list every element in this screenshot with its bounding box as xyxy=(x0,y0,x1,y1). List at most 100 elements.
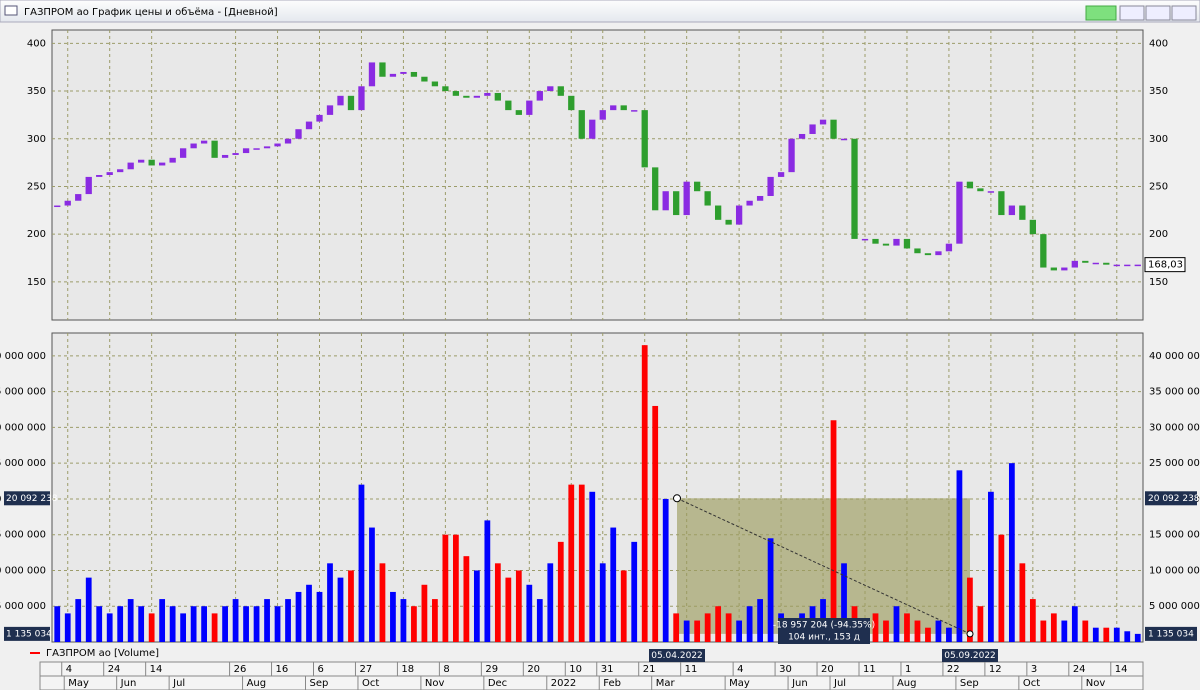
value-highlight xyxy=(1145,491,1197,506)
candle xyxy=(358,86,365,111)
volume-bar xyxy=(211,613,218,642)
volume-bar xyxy=(1113,627,1120,642)
candle xyxy=(746,200,753,206)
candle xyxy=(914,248,921,254)
volume-bar xyxy=(547,563,554,642)
candle xyxy=(316,114,323,122)
volume-bar xyxy=(641,345,648,642)
y-tick-label: 40 000 000 xyxy=(0,351,46,362)
volume-bar xyxy=(243,606,249,642)
link-button[interactable] xyxy=(1085,5,1117,21)
volume-bar xyxy=(568,484,575,642)
volume-bar xyxy=(757,599,763,642)
candle xyxy=(1103,262,1110,265)
month-label: Jul xyxy=(172,678,185,689)
volume-bar xyxy=(631,541,638,642)
day-label: 4 xyxy=(737,664,743,675)
value-highlight-label: 20 092 238 xyxy=(6,494,58,504)
candle xyxy=(966,181,974,189)
candle xyxy=(494,92,501,101)
close-button[interactable] xyxy=(1171,5,1197,21)
day-label: 20 xyxy=(527,664,540,675)
volume-bar xyxy=(578,484,585,642)
volume-bar xyxy=(232,599,239,642)
maximize-button[interactable] xyxy=(1145,5,1171,21)
candle xyxy=(232,153,239,155)
candle xyxy=(337,95,344,106)
measure-start xyxy=(673,494,681,503)
month-label: Aug xyxy=(247,678,267,689)
y-tick-label-right: 300 xyxy=(1149,134,1168,145)
candle xyxy=(284,138,292,144)
candle xyxy=(652,167,659,211)
candle xyxy=(589,119,596,139)
volume-bar xyxy=(1082,620,1089,642)
volume-bar xyxy=(106,613,113,642)
y-tick-label: 15 000 000 xyxy=(0,530,46,541)
volume-bar xyxy=(222,606,228,642)
volume-bar xyxy=(148,613,155,642)
candle xyxy=(1113,264,1120,267)
y-tick-label-right: 15 000 000 xyxy=(1149,530,1200,541)
y-tick-label-right: 10 000 000 xyxy=(1149,565,1200,576)
candle xyxy=(861,238,869,241)
volume-bar xyxy=(1124,631,1131,642)
candle xyxy=(159,162,166,166)
candle xyxy=(431,81,439,87)
date-highlight xyxy=(942,649,998,662)
candle xyxy=(872,238,879,244)
minimize-button[interactable] xyxy=(1119,5,1145,21)
candle xyxy=(515,110,522,115)
y-tick-label-right: 5 000 000 xyxy=(1149,601,1200,612)
day-label: 14 xyxy=(1115,664,1128,675)
candle xyxy=(798,133,806,139)
candle xyxy=(704,191,711,206)
measure-info-box xyxy=(778,618,870,644)
volume-bar xyxy=(946,627,952,642)
volume-bar xyxy=(746,606,753,642)
month-label: Nov xyxy=(1086,678,1106,689)
volume-bar xyxy=(127,599,134,642)
candle xyxy=(1040,234,1047,268)
candle xyxy=(179,148,187,158)
day-label: 24 xyxy=(1073,664,1086,675)
volume-bar xyxy=(683,620,690,642)
day-label: 29 xyxy=(485,664,498,675)
measure-span: 104 инт., 153 д xyxy=(788,633,860,643)
volume-bar xyxy=(904,613,910,642)
y-tick-label-right: 350 xyxy=(1149,86,1168,97)
candle xyxy=(75,194,82,201)
volume-bar xyxy=(589,491,596,642)
candle xyxy=(557,86,564,96)
volume-bar xyxy=(1103,627,1110,642)
volume-bar xyxy=(180,613,187,642)
month-label: Feb xyxy=(603,678,621,689)
volume-bar xyxy=(515,570,522,642)
volume-bar xyxy=(526,584,533,642)
candle xyxy=(662,191,669,211)
day-label: 26 xyxy=(234,664,247,675)
volume-bar xyxy=(390,591,396,642)
volume-bar xyxy=(190,606,197,642)
y-tick-label: 5 000 000 xyxy=(0,601,46,612)
candle xyxy=(1092,262,1099,265)
volume-bar xyxy=(988,491,994,642)
candle xyxy=(1019,205,1026,220)
volume-bar xyxy=(673,613,680,642)
volume-bar xyxy=(96,606,103,642)
month-label: Oct xyxy=(362,678,379,689)
candle xyxy=(221,154,229,158)
candle xyxy=(526,100,533,115)
volume-bar xyxy=(117,606,124,642)
volume-bar xyxy=(201,606,207,642)
candle xyxy=(295,129,302,139)
day-label: 3 xyxy=(1031,664,1037,675)
day-label: 24 xyxy=(108,664,121,675)
candle xyxy=(242,148,250,154)
y-tick-label-right: 25 000 000 xyxy=(1149,458,1200,469)
volume-bar xyxy=(327,563,333,642)
volume-bar xyxy=(138,606,145,642)
day-label: 1 xyxy=(905,664,911,675)
title-bar xyxy=(0,0,1200,23)
volume-bar xyxy=(253,606,260,642)
